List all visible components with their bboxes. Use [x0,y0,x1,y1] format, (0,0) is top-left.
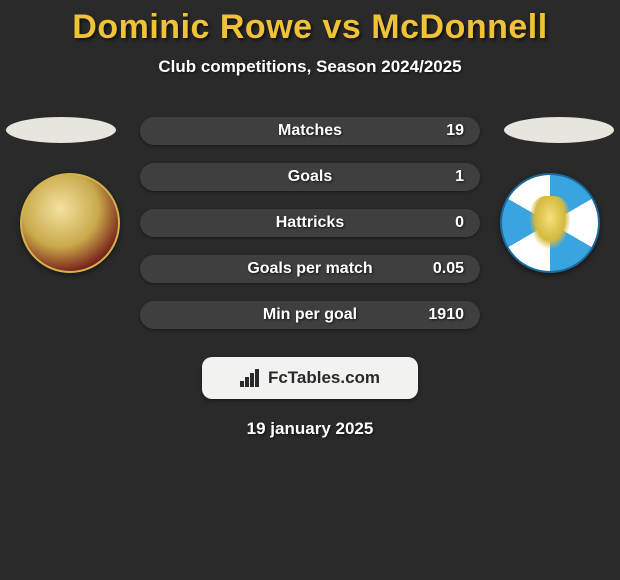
left-player-marker [6,117,116,143]
right-player-marker [504,117,614,143]
stat-row-goals-per-match: Goals per match 0.05 [140,255,480,283]
stat-value-right: 0 [455,214,464,232]
vs-text: vs [323,8,362,46]
right-club-crest [500,173,600,273]
stat-row-hattricks: Hattricks 0 [140,209,480,237]
bar-chart-icon [240,369,262,387]
stat-row-matches: Matches 19 [140,117,480,145]
crest-icon [20,173,120,273]
player1-name: Dominic Rowe [72,8,312,46]
stat-row-goals: Goals 1 [140,163,480,191]
crest-icon [500,173,600,273]
stat-row-min-per-goal: Min per goal 1910 [140,301,480,329]
stat-label: Matches [140,122,480,140]
stat-value-right: 1910 [428,306,464,324]
stat-rows: Matches 19 Goals 1 Hattricks 0 Goals per… [140,117,480,329]
left-club-crest [20,173,120,273]
stat-label: Goals [140,168,480,186]
branding-text: FcTables.com [268,368,380,388]
date-text: 19 january 2025 [0,419,620,439]
stats-area: Matches 19 Goals 1 Hattricks 0 Goals per… [0,117,620,329]
subtitle: Club competitions, Season 2024/2025 [0,57,620,77]
stat-value-right: 19 [446,122,464,140]
player2-name: McDonnell [371,8,547,46]
branding-badge: FcTables.com [202,357,418,399]
comparison-title: Dominic Rowe vs McDonnell [0,0,620,47]
stat-label: Hattricks [140,214,480,232]
stat-value-right: 1 [455,168,464,186]
stat-value-right: 0.05 [433,260,464,278]
stat-label: Goals per match [140,260,480,278]
